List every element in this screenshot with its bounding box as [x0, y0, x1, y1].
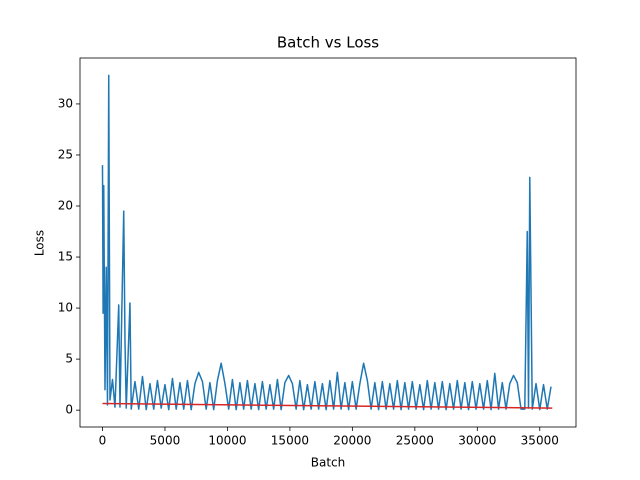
y-tick-label: 5 [65, 352, 73, 366]
data-line [101, 74, 552, 411]
x-axis-label: Batch [311, 456, 346, 470]
x-tick-label: 30000 [458, 434, 496, 448]
x-tick-label: 0 [99, 434, 107, 448]
y-tick-label: 30 [58, 96, 73, 110]
x-tick-label: 5000 [150, 434, 181, 448]
y-tick-label: 20 [58, 199, 73, 213]
y-tick-label: 25 [58, 147, 73, 161]
chart-title: Batch vs Loss [277, 34, 379, 52]
x-tick-label: 15000 [271, 434, 309, 448]
x-tick-label: 35000 [521, 434, 559, 448]
data-line [102, 402, 553, 409]
y-axis-label: Loss [33, 230, 47, 256]
y-tick-label: 10 [58, 301, 73, 315]
plot-frame [79, 57, 577, 428]
x-tick-label: 10000 [208, 434, 246, 448]
x-tick-label: 20000 [333, 434, 371, 448]
x-tick-label: 25000 [396, 434, 434, 448]
y-tick-label: 0 [65, 403, 73, 417]
y-tick-label: 15 [58, 250, 73, 264]
